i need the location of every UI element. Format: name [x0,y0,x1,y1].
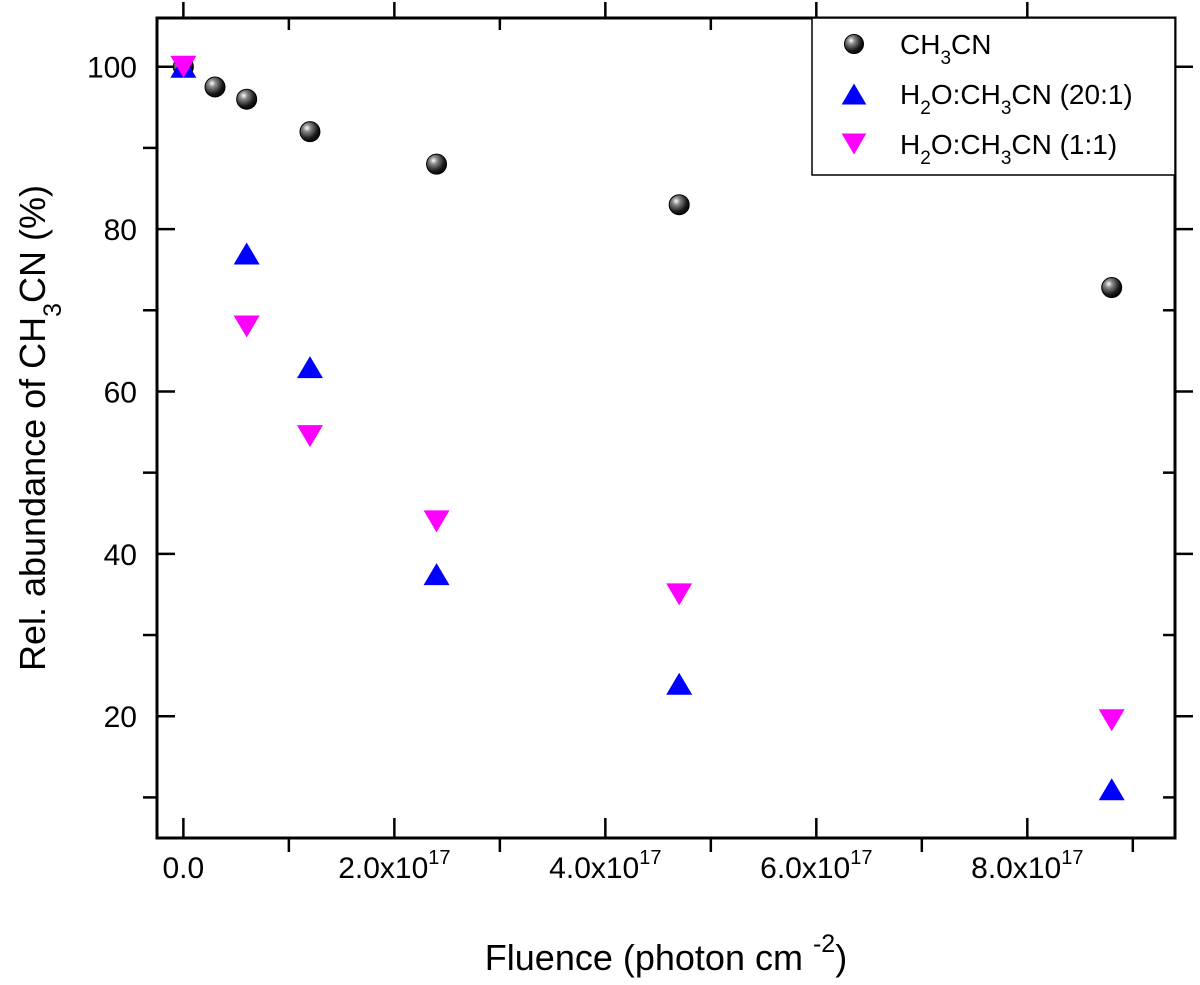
data-point-triangle-down [296,425,323,448]
legend-marker-triangle-up [841,83,867,105]
plot-frame [155,16,1177,840]
y-tick-label: 80 [104,214,137,247]
data-point-triangle-down [666,583,693,606]
data-point-triangle-down [233,315,260,338]
data-point-sphere [236,88,258,110]
data-point-sphere [426,153,448,175]
legend-label: H2O:CH3CN (20:1) [900,79,1133,119]
data-point-triangle-down [1098,709,1125,732]
data-point-triangle-down [170,55,197,78]
y-axis-title: Rel. abundance of CH3CN (%) [12,185,67,671]
series-1 [172,56,1123,299]
y-tick-label: 100 [87,52,137,85]
data-point-triangle-up [423,563,450,586]
data-point-sphere [1101,277,1123,299]
data-point-sphere [668,194,690,216]
legend-label: H2O:CH3CN (1:1) [900,129,1117,169]
legend-marker-triangle-down [841,133,867,155]
x-tick-label: 8.0x1017 [971,847,1083,885]
x-tick-label: 4.0x1017 [549,847,661,885]
data-point-sphere [299,121,321,143]
data-point-triangle-up [233,242,260,265]
data-point-triangle-up [666,672,693,695]
y-tick-label: 20 [104,701,137,734]
series-3 [170,55,1125,732]
y-tick-label: 40 [104,539,137,572]
x-axis-title: Fluence (photon cm -2) [485,930,847,978]
legend-box [811,17,1176,176]
y-tick-label: 60 [104,376,137,409]
legend-label: CH3CN [900,29,991,69]
data-point-triangle-down [423,510,450,533]
x-tick-label: 0.0 [163,852,205,885]
x-tick-label: 2.0x1017 [338,847,450,885]
series-2 [170,55,1125,801]
legend-marker-sphere [844,34,864,54]
x-tick-label: 6.0x1017 [760,847,872,885]
data-point-triangle-up [1098,778,1125,801]
data-point-triangle-up [296,356,323,379]
data-point-sphere [204,76,226,98]
